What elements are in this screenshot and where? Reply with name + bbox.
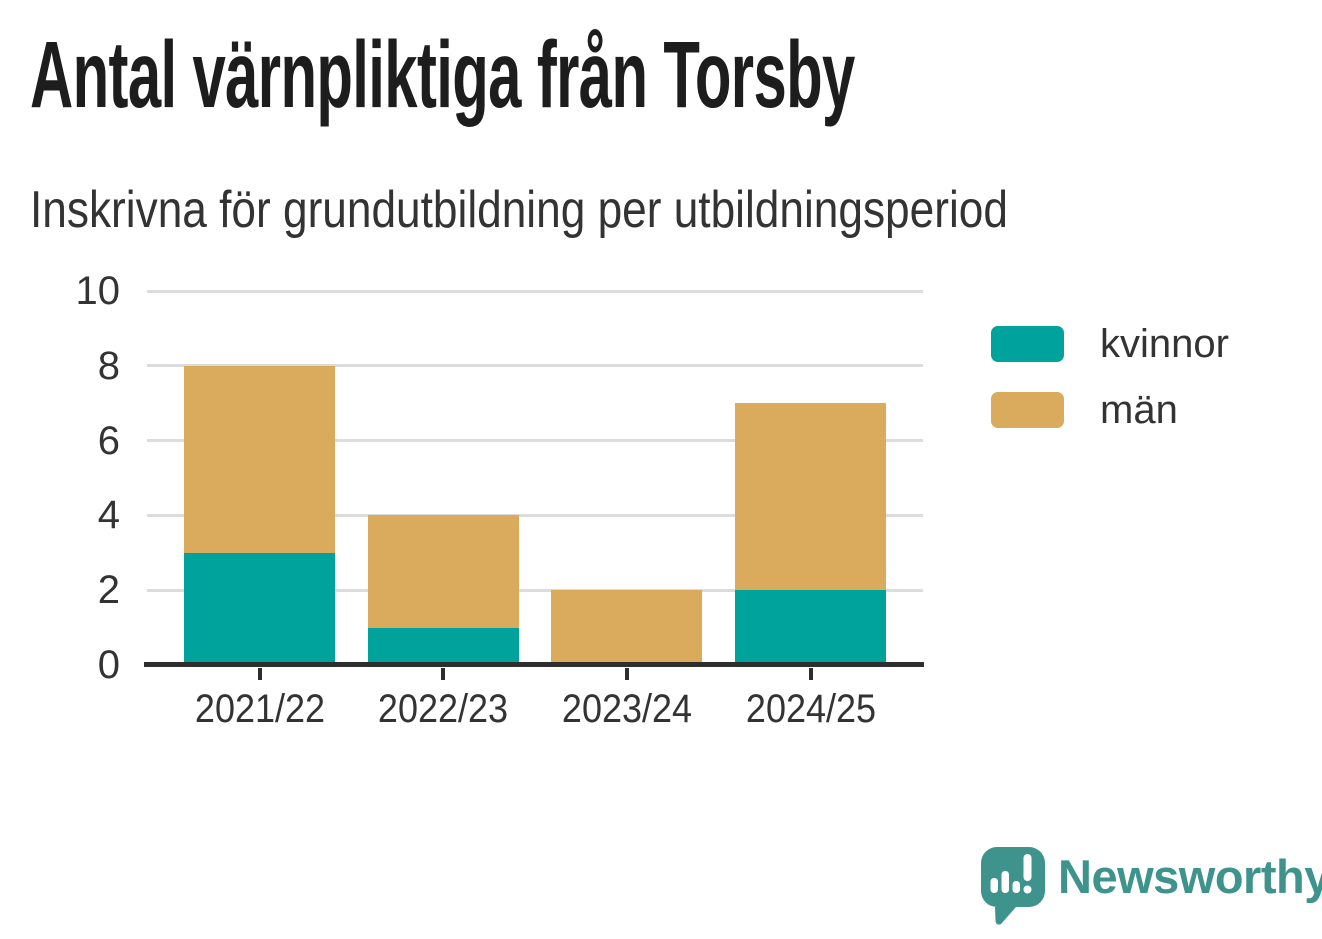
chart-subtitle: Inskrivna för grundutbildning per utbild… xyxy=(30,181,1008,239)
y-tick-label: 4 xyxy=(97,493,120,538)
x-axis-tick xyxy=(441,668,446,680)
legend-item: kvinnor xyxy=(991,324,1229,364)
x-tick-label: 2024/25 xyxy=(745,687,876,731)
plot-area: 0 2 4 6 8 10 2021/22 2022/23 2023/24 2024/25 xyxy=(76,271,924,729)
bar-segment-kvinnor xyxy=(184,552,335,665)
x-axis-line xyxy=(144,662,924,667)
x-axis-tick xyxy=(624,668,629,680)
gridline xyxy=(147,439,923,443)
y-tick-label: 0 xyxy=(97,643,120,687)
legend-swatch xyxy=(991,392,1064,428)
legend-label: män xyxy=(1100,388,1178,432)
y-tick-label: 6 xyxy=(97,418,120,463)
bar-segment-kvinnor xyxy=(367,627,519,665)
newsworthy-logo-text: Newsworthy xyxy=(1058,850,1322,903)
gridline xyxy=(147,513,923,517)
bar-segment-män xyxy=(551,590,703,665)
x-tick-label: 2022/23 xyxy=(378,687,509,731)
legend: kvinnor män xyxy=(991,324,1229,430)
branding: Newsworthy xyxy=(980,846,1322,926)
x-tick-label: 2023/24 xyxy=(561,687,692,731)
y-tick-label: 10 xyxy=(75,269,121,313)
x-tick-label: 2021/22 xyxy=(194,687,325,731)
legend-swatch xyxy=(991,326,1064,362)
newsworthy-logo-icon xyxy=(981,847,1045,925)
chart-title: Antal värnpliktiga från Torsby xyxy=(30,22,855,128)
gridline xyxy=(147,364,923,368)
legend-item: män xyxy=(991,390,1229,430)
gridline xyxy=(147,588,923,592)
y-tick-label: 2 xyxy=(97,568,120,613)
gridline xyxy=(147,289,923,293)
legend-label: kvinnor xyxy=(1100,322,1229,366)
bar-segment-kvinnor xyxy=(735,590,886,665)
bar-segment-män xyxy=(735,403,886,591)
x-axis-tick xyxy=(257,668,262,680)
bar-segment-män xyxy=(367,515,519,628)
x-axis-tick xyxy=(808,668,813,680)
bar-segment-män xyxy=(184,365,335,553)
y-tick-label: 8 xyxy=(97,343,120,388)
